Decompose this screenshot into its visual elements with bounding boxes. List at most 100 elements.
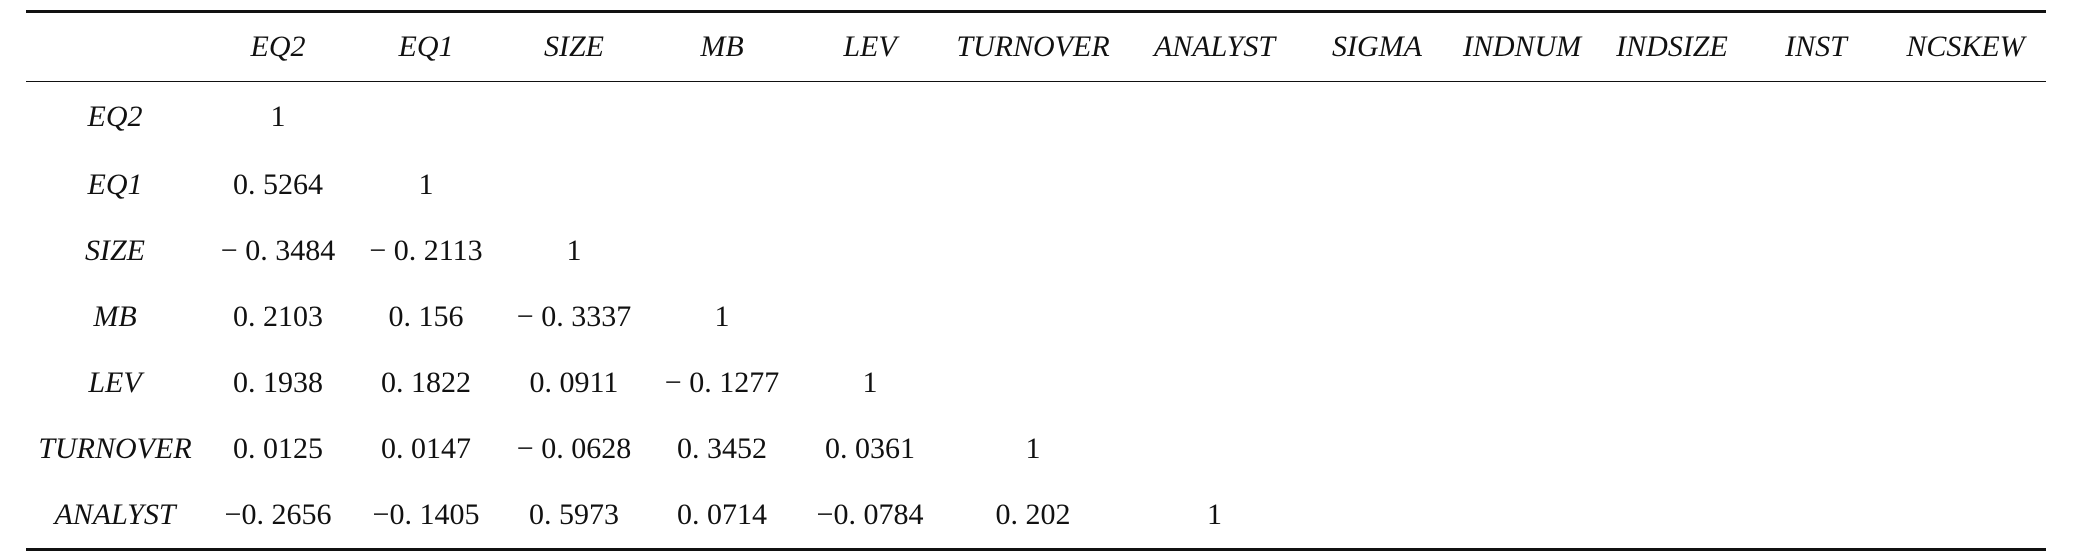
table-cell: − 0. 2113 [369,234,483,267]
table-cell: 0. 5973 [529,498,619,531]
table-cell [500,152,648,218]
header-cell-analyst: ANALYST [1153,30,1276,63]
table-cell [1307,284,1447,350]
table-cell [1747,218,1885,284]
table-cell: − 0. 3337 [516,300,632,333]
table-cell: 0. 0147 [381,432,471,465]
table-cell [796,218,944,284]
table-cell [1597,152,1747,218]
table-cell [1597,350,1747,416]
table-cell [1447,152,1597,218]
table-cell [1885,416,2046,482]
table-cell: −0. 0784 [816,498,924,531]
header-cell-corner [26,13,204,81]
row-label: EQ2 [87,100,143,133]
table-cell [1122,152,1307,218]
table-cell [944,218,1122,284]
table-cell [1122,284,1307,350]
table-cell [1747,284,1885,350]
header-cell-turnover: TURNOVER [956,30,1110,63]
table-cell [1447,416,1597,482]
table-cell [1307,218,1447,284]
table-cell [1122,350,1307,416]
header-cell-size: SIZE [544,30,604,63]
table-cell [1447,482,1597,548]
table-cell [1307,482,1447,548]
table-cell: − 0. 3484 [220,234,336,267]
table-row: ANALYST −0. 2656 −0. 1405 0. 5973 0. 0714 −0.… [26,482,2046,548]
table-cell: 0. 2103 [233,300,323,333]
table-cell [796,82,944,152]
row-label: EQ1 [87,168,143,201]
row-label: SIZE [85,234,145,267]
table-cell [944,152,1122,218]
table-cell [648,82,796,152]
table-cell [352,82,500,152]
table-cell [1885,482,2046,548]
header-cell-ncskew: NCSKEW [1906,30,2025,63]
table-cell [1747,152,1885,218]
table-cell [1747,82,1885,152]
table-cell: 1 [1207,498,1222,531]
row-label: ANALYST [54,498,176,531]
table-cell [1122,218,1307,284]
table-cell [944,350,1122,416]
table-cell: 0. 0125 [233,432,323,465]
correlation-table-container: EQ2 EQ1 SIZE MB LEV TURNOVER ANALYST SIG… [26,10,2046,551]
table-cell [1885,218,2046,284]
header-cell-sigma: SIGMA [1332,30,1422,63]
table-cell: 1 [566,234,582,267]
table-cell [1885,350,2046,416]
table-top-rule [26,10,2046,13]
table-cell [1885,152,2046,218]
table-cell [1597,416,1747,482]
table-cell: 1 [1025,432,1041,465]
table-cell [1307,152,1447,218]
table-cell [1307,416,1447,482]
table-cell [1447,218,1597,284]
header-cell-eq2: EQ2 [250,30,306,63]
table-cell [1307,82,1447,152]
table-header-rule [26,81,2046,82]
correlation-table: EQ2 EQ1 SIZE MB LEV TURNOVER ANALYST SIG… [26,13,2046,81]
table-row: EQ2 1 [26,82,2046,152]
table-cell [1447,350,1597,416]
table-cell [1885,82,2046,152]
table-cell: 0. 5264 [233,168,323,201]
table-cell: 0. 1938 [233,366,323,399]
table-cell [796,284,944,350]
table-cell: − 0. 1277 [664,366,780,399]
row-label: MB [93,300,137,333]
table-cell: 1 [270,100,286,133]
table-cell [796,152,944,218]
table-cell [1747,416,1885,482]
table-row: TURNOVER 0. 0125 0. 0147 − 0. 0628 0. 3452 0.… [26,416,2046,482]
header-cell-indnum: INDNUM [1462,30,1582,63]
table-cell [944,82,1122,152]
table-row: EQ1 0. 5264 1 [26,152,2046,218]
table-bottom-rule [26,548,2046,551]
table-cell [1122,416,1307,482]
header-cell-indsize: INDSIZE [1616,30,1728,63]
table-cell [1597,284,1747,350]
table-row: SIZE − 0. 3484 − 0. 2113 1 [26,218,2046,284]
table-cell: 0. 0911 [529,366,619,399]
table-cell: 1 [714,300,730,333]
table-cell [1747,350,1885,416]
table-cell [1307,350,1447,416]
header-cell-inst: INST [1785,30,1847,63]
table-cell: 0. 202 [995,498,1071,531]
table-cell [1747,482,1885,548]
table-cell: 1 [418,168,434,201]
table-cell [1447,82,1597,152]
header-cell-eq1: EQ1 [398,30,454,63]
table-row: LEV 0. 1938 0. 1822 0. 0911 − 0. 1277 1 [26,350,2046,416]
table-body: EQ2 1 EQ1 0. 5264 1 SIZE − 0. 3484 − 0. 2113 1 MB… [26,82,2046,548]
table-cell [1597,482,1747,548]
table-header: EQ2 EQ1 SIZE MB LEV TURNOVER ANALYST SIG… [26,13,2046,81]
table-cell: 0. 0361 [825,432,915,465]
table-cell [944,284,1122,350]
table-cell [648,218,796,284]
table-cell [648,152,796,218]
header-cell-lev: LEV [843,30,897,63]
